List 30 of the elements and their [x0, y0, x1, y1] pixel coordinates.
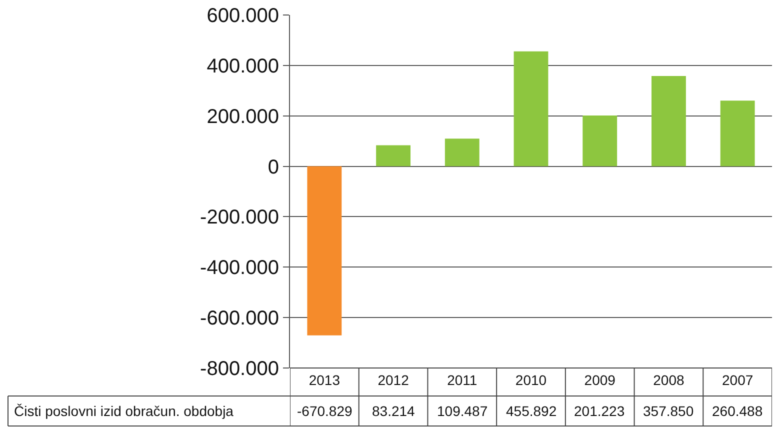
data-label: 357.850 [643, 403, 694, 419]
bar [652, 76, 686, 166]
text: Čisti poslovni izid obračun. obdobja [14, 403, 234, 419]
x-tick-label: 2008 [653, 372, 684, 388]
x-tick-label: 2011 [447, 372, 478, 388]
bar [582, 116, 618, 166]
x-tick-label: 2009 [584, 372, 616, 388]
y-tick-label: -200.000 [200, 206, 279, 229]
bar [720, 100, 755, 166]
data-label: -670.829 [297, 403, 352, 419]
data-label: 201.223 [574, 403, 625, 419]
bar [444, 138, 480, 166]
x-tick-label: 2007 [722, 372, 754, 388]
x-tick-label: 2010 [515, 372, 547, 388]
y-tick-label: -400.000 [200, 257, 279, 280]
y-tick-label: 200.000 [206, 106, 279, 128]
y-tick-label: -600.000 [200, 308, 279, 330]
bar [514, 51, 548, 166]
bar [376, 145, 410, 166]
x-tick-label: 2013 [308, 372, 340, 388]
data-label: 83.214 [372, 403, 416, 419]
x-tick-label: 2012 [378, 372, 410, 388]
bar [307, 166, 342, 336]
y-tick-label: 0 [268, 156, 279, 178]
data-label: 455.892 [506, 403, 557, 419]
data-label: 260.488 [712, 403, 763, 419]
data-label: 109.487 [437, 403, 488, 419]
y-tick-label: 600.000 [206, 5, 279, 27]
y-tick-label: -800.000 [200, 358, 279, 380]
y-tick-label: 400.000 [206, 55, 279, 78]
